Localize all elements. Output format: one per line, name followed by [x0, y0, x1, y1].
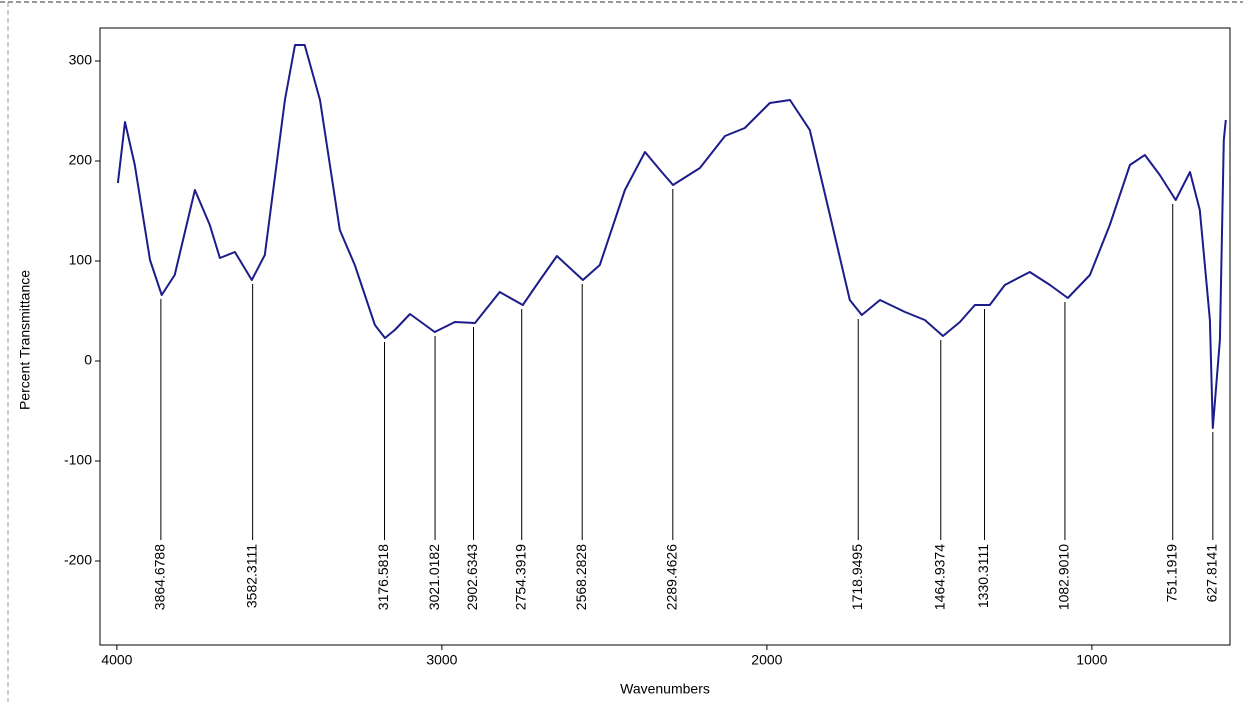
peak-label: 751.1919 [1163, 544, 1179, 603]
peak-label: 627.8141 [1204, 544, 1220, 603]
y-tick-label: 300 [69, 52, 93, 68]
peak-label: 3864.6788 [152, 544, 168, 610]
peak-label: 3021.0182 [426, 544, 442, 610]
peak-label: 2568.2828 [573, 544, 589, 610]
spectrum-line [116, 44, 1227, 429]
x-axis-label: Wavenumbers [620, 681, 710, 697]
peak-label: 1330.3111 [975, 544, 991, 608]
plot-frame [99, 27, 1231, 646]
y-tick-label: -100 [64, 452, 92, 468]
x-tick-label: 2000 [751, 652, 782, 668]
y-tick-label: -200 [64, 552, 92, 568]
x-tick-label: 4000 [101, 652, 132, 668]
peak-label: 2754.3919 [512, 544, 528, 610]
peak-label: 3176.5818 [375, 544, 391, 610]
peak-label: 1718.9495 [849, 544, 865, 610]
peak-label: 1082.9010 [1056, 544, 1072, 610]
peak-label: 1464.9374 [931, 544, 947, 610]
peak-label: 2902.6343 [464, 544, 480, 610]
y-axis-label: Percent Transmittance [17, 270, 33, 410]
y-tick-label: 0 [84, 352, 92, 368]
x-tick-label: 3000 [426, 652, 457, 668]
peak-label: 3582.3111 [243, 544, 259, 608]
x-tick-label: 1000 [1076, 652, 1107, 668]
y-tick-label: 200 [69, 152, 93, 168]
peak-label: 2289.4626 [664, 544, 680, 610]
y-tick-label: 100 [69, 252, 93, 268]
